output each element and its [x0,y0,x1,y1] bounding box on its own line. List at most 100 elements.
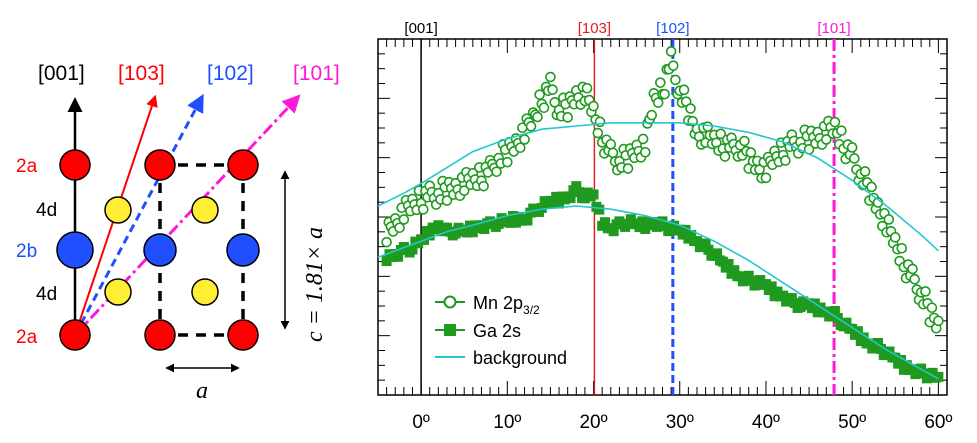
data-point-ga-2s [479,224,490,235]
data-point-ga-2s [717,256,728,267]
x-tick-label: 0º [412,412,430,433]
data-point-mn-2p [670,74,681,86]
atom-4d-upper-right [191,196,219,224]
data-point-mn-2p [549,97,561,108]
data-point-ga-2s [875,343,886,354]
data-point-ga-2s [841,317,852,328]
data-point-mn-2p [846,142,858,153]
data-point-mn-2p [665,46,677,57]
data-point-mn-2p [441,195,453,206]
data-point-mn-2p [821,134,832,145]
x-tick-label: 20º [579,412,607,433]
data-point-mn-2p [745,147,757,158]
legend-item-mn: Mn 2p3/2 [435,293,540,317]
data-point-mn-2p [394,222,405,234]
axis-ticks [377,39,948,395]
data-point-mn-2p [502,156,513,168]
site-label-lower-mid: 4d [36,284,57,305]
data-point-mn-2p [588,100,599,112]
atoms [56,149,260,351]
data-point-mn-2p [417,204,429,215]
data-point-mn-2p [896,242,908,254]
data-point-mn-2p [926,302,938,314]
data-point-ga-2s [588,189,599,200]
data-point-mn-2p [491,166,502,178]
series-layer [377,46,944,384]
direction-label-102: [102] [207,62,254,85]
data-point-ga-2s [433,220,444,231]
data-point-ga-2s [536,202,547,213]
data-point-mn-2p [605,138,617,150]
data-point-ga-2s [847,323,858,334]
data-point-mn-2p [849,153,860,164]
data-point-ga-2s [548,198,559,209]
data-point-mn-2p [622,163,634,174]
data-point-mn-2p [907,263,918,275]
data-point-ga-2s [723,259,734,270]
x-tick-label: 40º [752,412,780,433]
data-point-mn-2p [889,232,901,243]
atom-2a-bottom-mid [144,319,176,351]
c-dimension-label: c = 1.81× a [302,227,328,342]
data-point-ga-2s [565,193,576,204]
atom-4d-upper-left [104,196,132,224]
data-point-ga-2s [393,251,404,262]
data-point-mn-2p [920,286,931,297]
data-point-ga-2s [508,211,519,222]
data-point-ga-2s [551,191,562,202]
data-point-mn-2p [532,111,543,123]
data-point-mn-2p [866,181,877,193]
data-point-ga-2s [510,217,521,228]
data-point-mn-2p [581,82,593,94]
data-point-ga-2s [890,352,901,363]
atom-2b-mid [143,233,177,267]
data-point-ga-2s [858,332,869,343]
data-point-mn-2p [836,125,847,136]
data-point-mn-2p [780,155,791,166]
data-point-mn-2p [534,89,545,100]
site-label-upper-mid: 4d [36,200,57,221]
x-tick-label: 10º [493,412,521,433]
legend-item-background: background [435,348,567,368]
data-point-mn-2p [545,71,556,83]
data-point-mn-2p [519,134,530,145]
data-point-mn-2p [646,109,658,121]
legend-label-mn: Mn 2p3/2 [473,293,540,317]
data-point-mn-2p [458,185,470,196]
data-point-mn-2p [639,146,651,158]
direction-markers: [001] [103] [102] [101] [404,20,851,395]
legend-label-mn-main: Mn 2p [473,293,523,313]
x-tick-label: 60º [924,412,952,433]
x-tick-label: 50º [838,412,866,433]
data-point-ga-2s [778,290,789,301]
series-background-lower [377,205,939,380]
chart: 0º 10º 20º 30º 40º 50º 60º [001] [103] [102] [101… [377,20,952,433]
data-point-mn-2p [562,112,573,123]
data-point-mn-2p [933,315,944,327]
x-tick-labels: 0º 10º 20º 30º 40º 50º 60º [412,412,952,433]
data-point-mn-2p [655,77,666,88]
data-point-ga-2s [712,248,723,259]
data-point-ga-2s [522,215,533,226]
data-point-mn-2p [381,236,392,248]
data-point-mn-2p [592,127,604,139]
arrow-102 [73,93,204,336]
crystal-diagram: [001] [103] [102] [101] [16,62,340,404]
atom-4d-lower-left [104,278,132,306]
data-point-ga-2s [594,204,605,215]
data-point-ga-2s [873,337,884,348]
data-point-mn-2p [514,142,526,154]
data-point-mn-2p [760,172,772,184]
direction-label-103: [103] [118,62,165,85]
data-point-mn-2p [637,133,649,145]
data-point-ga-2s [467,227,478,238]
data-point-ga-2s [381,256,392,267]
data-point-ga-2s [933,371,944,382]
data-point-ga-2s [574,187,585,198]
data-point-ga-2s [896,355,907,366]
data-point-mn-2p [538,102,550,114]
data-point-mn-2p [883,214,895,225]
site-label-center: 2b [16,241,37,262]
data-point-ga-2s [829,305,840,316]
